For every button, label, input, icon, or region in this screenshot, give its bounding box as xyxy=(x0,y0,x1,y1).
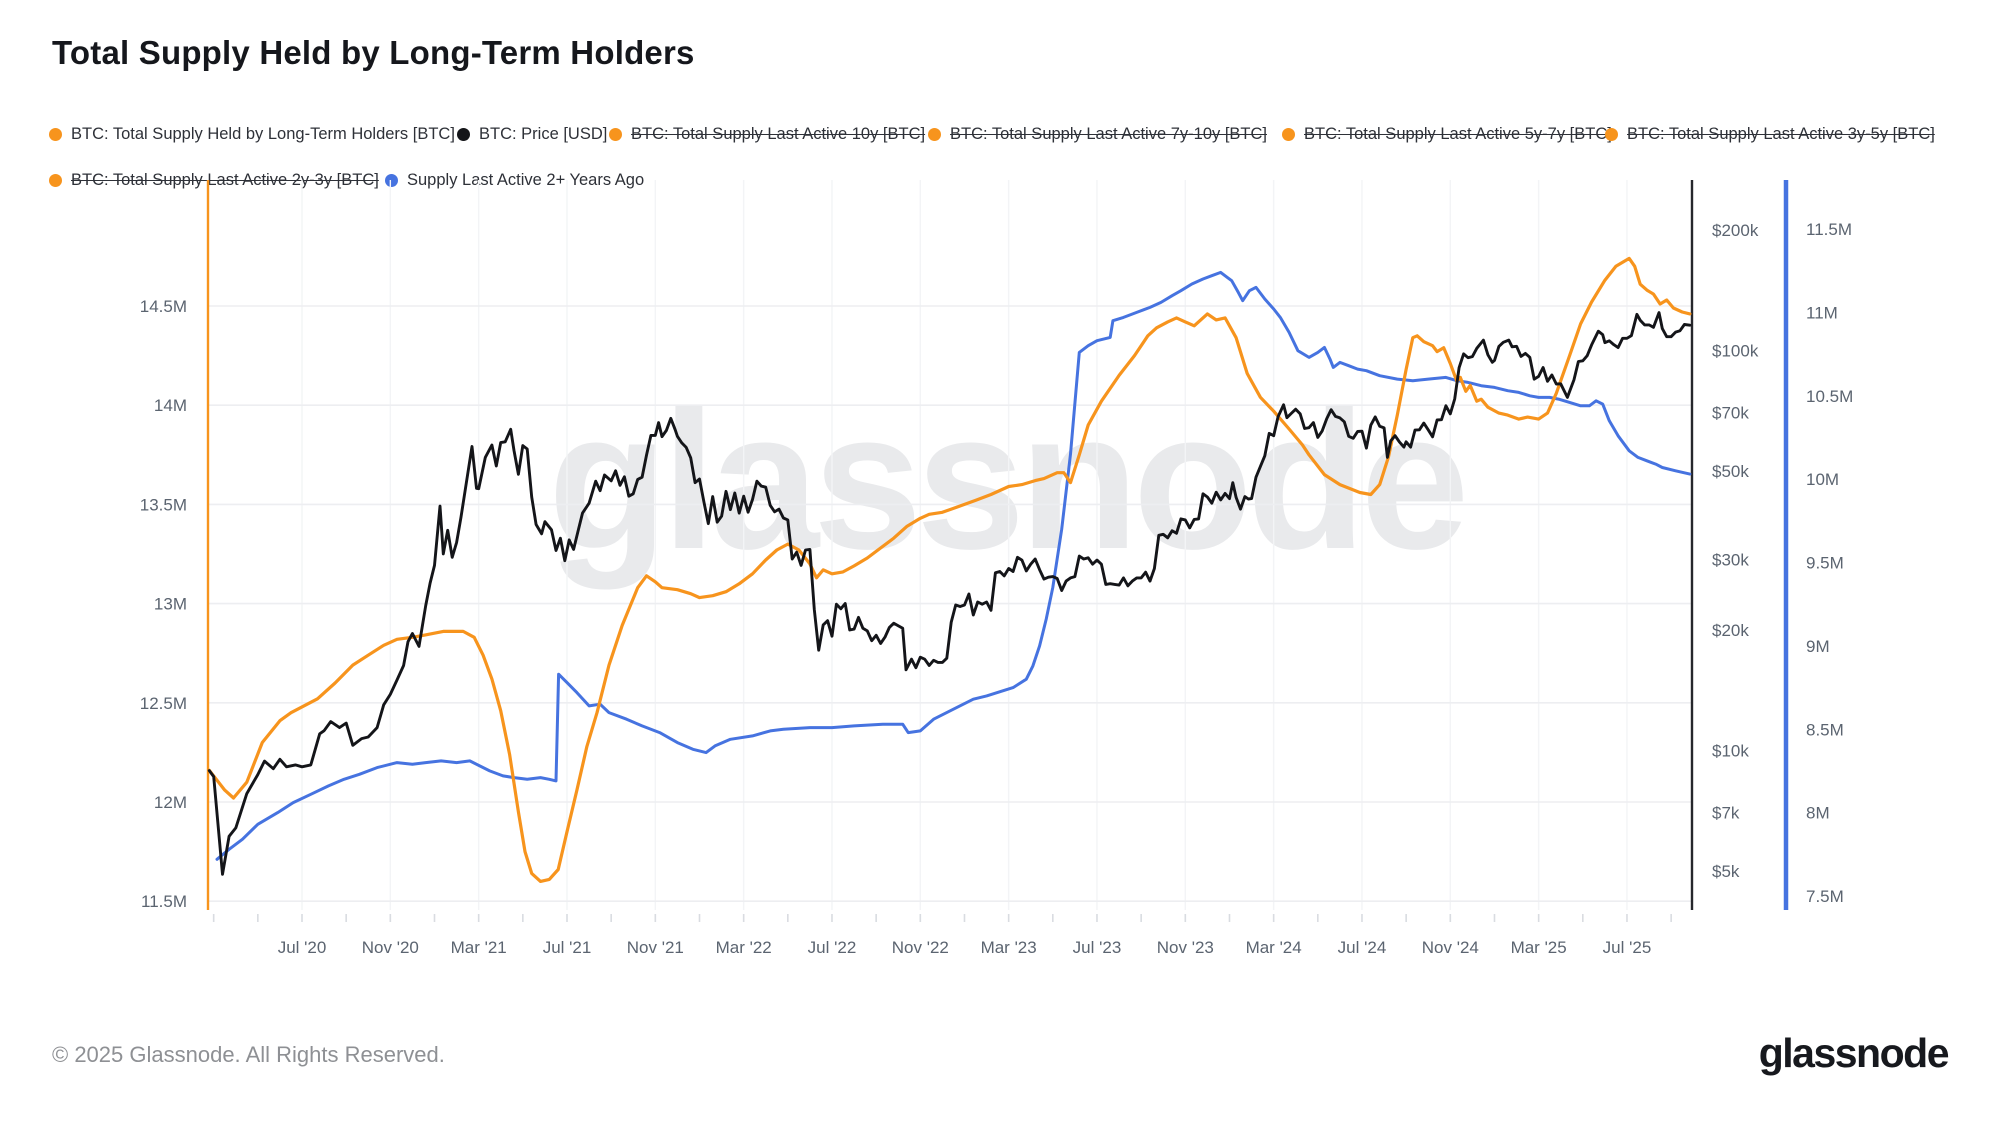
legend-series-label: Supply Last Active 2+ Years Ago xyxy=(407,170,645,189)
legend-series-label: BTC: Total Supply Last Active 10y [BTC] xyxy=(631,124,926,143)
svg-text:Jul '23: Jul '23 xyxy=(1073,938,1122,957)
horizontal-gridlines xyxy=(208,305,1692,903)
svg-text:13M: 13M xyxy=(154,595,187,614)
legend-row-1: BTC: Total Supply Held by Long-Term Hold… xyxy=(0,122,2000,146)
svg-text:$200k: $200k xyxy=(1712,221,1759,240)
svg-text:Nov '20: Nov '20 xyxy=(362,938,419,957)
page-title: Total Supply Held by Long-Term Holders xyxy=(52,34,695,71)
svg-text:Nov '22: Nov '22 xyxy=(892,938,949,957)
svg-text:Mar '22: Mar '22 xyxy=(716,938,772,957)
svg-text:9.5M: 9.5M xyxy=(1806,554,1844,573)
svg-text:10.5M: 10.5M xyxy=(1806,387,1853,406)
copyright-text: © 2025 Glassnode. All Rights Reserved. xyxy=(52,1042,445,1067)
legend-series-dot-icon xyxy=(49,127,62,141)
legend-series-label: BTC: Total Supply Last Active 7y-10y [BT… xyxy=(950,124,1267,143)
svg-text:10M: 10M xyxy=(1806,470,1839,489)
svg-text:$70k: $70k xyxy=(1712,403,1749,422)
svg-text:$7k: $7k xyxy=(1712,803,1740,822)
legend-item[interactable]: BTC: Price [USD] xyxy=(457,122,607,146)
legend-series-dot-icon xyxy=(1605,127,1618,141)
series-line xyxy=(207,311,1692,876)
svg-text:Jul '20: Jul '20 xyxy=(278,938,327,957)
x-axis-ticks xyxy=(212,914,1672,922)
svg-text:Jul '22: Jul '22 xyxy=(808,938,857,957)
svg-text:Jul '21: Jul '21 xyxy=(543,938,592,957)
svg-text:Mar '23: Mar '23 xyxy=(981,938,1037,957)
svg-text:$5k: $5k xyxy=(1712,862,1740,881)
legend-series-dot-icon xyxy=(457,127,470,141)
legend-series-dot-icon xyxy=(1282,127,1295,141)
svg-text:12.5M: 12.5M xyxy=(140,694,187,713)
legend-item[interactable]: BTC: Total Supply Last Active 10y [BTC] xyxy=(609,122,925,146)
axis-spines xyxy=(206,180,1789,910)
legend-item[interactable]: BTC: Total Supply Last Active 3y-5y [BTC… xyxy=(1605,122,1935,146)
legend-series-label: BTC: Total Supply Last Active 3y-5y [BTC… xyxy=(1627,124,1935,143)
legend-item[interactable]: Supply Last Active 2+ Years Ago xyxy=(385,168,644,192)
svg-text:$10k: $10k xyxy=(1712,741,1749,760)
glassnode-logo: glassnode xyxy=(1758,1030,1950,1076)
legend-item[interactable]: BTC: Total Supply Last Active 7y-10y [BT… xyxy=(928,122,1267,146)
svg-text:13.5M: 13.5M xyxy=(140,495,187,514)
svg-text:$100k: $100k xyxy=(1712,341,1759,360)
svg-text:14M: 14M xyxy=(154,396,187,415)
svg-text:Jul '24: Jul '24 xyxy=(1338,938,1387,957)
legend-series-label: BTC: Total Supply Last Active 5y-7y [BTC… xyxy=(1304,124,1612,143)
series-line xyxy=(215,270,1692,861)
left-axis-labels: 14.5M 14M 13.5M 13M 12.5M 12M 11.5M xyxy=(140,297,187,911)
legend-series-dot-icon xyxy=(385,173,398,187)
chart-series-lines xyxy=(207,256,1692,883)
svg-text:Mar '25: Mar '25 xyxy=(1511,938,1567,957)
svg-text:Nov '23: Nov '23 xyxy=(1157,938,1214,957)
svg-text:$50k: $50k xyxy=(1712,462,1749,481)
vertical-gridlines xyxy=(301,180,1628,910)
svg-text:11.5M: 11.5M xyxy=(141,892,187,911)
x-axis-labels: Jul '20 Nov '20 Mar '21 Jul '21 Nov '21 Mar '… xyxy=(278,938,1652,957)
svg-text:11M: 11M xyxy=(1806,303,1838,322)
price-axis-labels: $200k $100k $70k $50k $30k $20k $10k $7k $5k xyxy=(1712,221,1759,881)
svg-text:$30k: $30k xyxy=(1712,551,1749,570)
svg-text:Jul '25: Jul '25 xyxy=(1603,938,1652,957)
svg-text:8M: 8M xyxy=(1806,804,1830,823)
svg-text:8.5M: 8.5M xyxy=(1806,720,1844,739)
legend-series-dot-icon xyxy=(609,127,622,141)
legend-series-label: BTC: Total Supply Held by Long-Term Hold… xyxy=(71,124,455,143)
legend-item[interactable]: BTC: Total Supply Held by Long-Term Hold… xyxy=(49,122,455,146)
svg-text:14.5M: 14.5M xyxy=(140,297,187,316)
svg-text:11.5M: 11.5M xyxy=(1806,220,1852,239)
svg-text:Mar '24: Mar '24 xyxy=(1246,938,1302,957)
legend-item[interactable]: BTC: Total Supply Last Active 5y-7y [BTC… xyxy=(1282,122,1612,146)
svg-text:$20k: $20k xyxy=(1712,621,1749,640)
svg-text:12M: 12M xyxy=(154,793,187,812)
svg-text:9M: 9M xyxy=(1806,637,1830,656)
series-line xyxy=(207,256,1692,883)
legend-series-label: BTC: Price [USD] xyxy=(479,124,608,143)
legend-series-dot-icon xyxy=(49,173,62,187)
svg-text:7.5M: 7.5M xyxy=(1806,887,1844,906)
supply2y-axis-labels: 11.5M 11M 10.5M 10M 9.5M 9M 8.5M 8M 7.5M xyxy=(1806,220,1853,906)
svg-text:Nov '21: Nov '21 xyxy=(627,938,684,957)
legend-series-dot-icon xyxy=(928,127,941,141)
svg-text:Nov '24: Nov '24 xyxy=(1422,938,1479,957)
svg-text:Mar '21: Mar '21 xyxy=(451,938,507,957)
